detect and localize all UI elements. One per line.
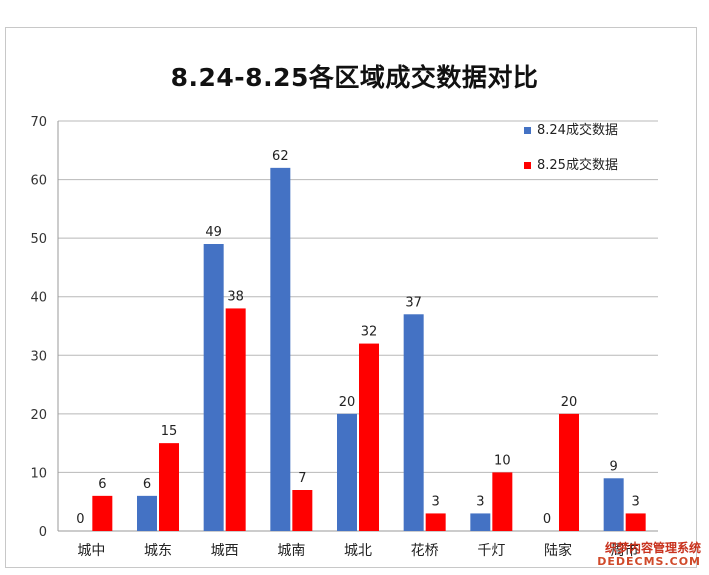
data-label: 20 <box>561 395 578 410</box>
bar-series1 <box>203 244 224 531</box>
x-category-label: 陆家 <box>544 542 572 559</box>
bar-series2 <box>559 413 579 531</box>
data-label: 6 <box>98 477 106 492</box>
data-label: 62 <box>272 149 289 164</box>
watermark: 织梦内容管理系统 DEDECMS.COM <box>597 541 701 569</box>
y-tick-label: 0 <box>39 525 47 540</box>
data-label: 20 <box>339 395 356 410</box>
x-axis: 城中 城东 城西 城南 城北 花桥 千灯 陆家 周市 <box>77 542 638 559</box>
y-tick-label: 20 <box>30 408 47 423</box>
x-category-label: 城北 <box>344 543 372 559</box>
legend-label: 8.25成交数据 <box>537 157 618 173</box>
y-axis: 0 10 20 30 40 50 60 70 <box>30 115 59 540</box>
bar-series2 <box>159 443 179 531</box>
bar-series1 <box>403 314 424 531</box>
y-tick-label: 40 <box>30 291 47 306</box>
bar-series1 <box>470 513 491 531</box>
legend: 8.24成交数据 8.25成交数据 <box>524 122 618 173</box>
bar-series1 <box>337 413 357 531</box>
y-tick-label: 60 <box>30 174 47 189</box>
bar-series1 <box>270 167 291 531</box>
data-label: 38 <box>227 289 244 304</box>
legend-swatch <box>524 162 531 169</box>
data-label: 15 <box>161 424 178 439</box>
y-tick-label: 30 <box>30 349 47 364</box>
x-category-label: 城南 <box>277 543 305 559</box>
data-label: 0 <box>543 512 551 527</box>
data-label: 7 <box>298 471 306 486</box>
y-tick-label: 10 <box>30 466 47 481</box>
y-tick-label: 70 <box>30 115 47 130</box>
data-label: 49 <box>205 225 222 240</box>
data-label: 9 <box>610 459 618 474</box>
bar-series2 <box>359 343 379 531</box>
data-label: 3 <box>632 494 640 509</box>
bar-series2 <box>92 495 113 531</box>
bar-series1 <box>137 495 157 531</box>
watermark-line1: 织梦内容管理系统 <box>604 541 701 555</box>
bar-series2 <box>225 308 246 531</box>
data-label: 3 <box>432 494 440 509</box>
legend-label: 8.24成交数据 <box>537 122 618 138</box>
x-category-label: 城中 <box>77 543 105 559</box>
watermark-line2: DEDECMS.COM <box>597 555 701 568</box>
data-label: 3 <box>476 494 484 509</box>
bar-series2 <box>425 513 446 531</box>
bar-series1 <box>603 478 624 531</box>
legend-swatch <box>524 127 531 134</box>
x-category-label: 城东 <box>144 543 172 559</box>
x-category-label: 周市 <box>611 542 639 559</box>
chart-title: 8.24-8.25各区域成交数据对比 <box>170 63 539 92</box>
data-label: 37 <box>405 295 422 310</box>
x-category-label: 花桥 <box>411 543 439 559</box>
gridlines <box>58 120 658 532</box>
data-label: 10 <box>494 453 511 468</box>
x-category-label: 城西 <box>211 543 239 559</box>
data-label: 6 <box>143 477 151 492</box>
bar-series2 <box>625 513 646 531</box>
data-label: 0 <box>76 512 84 527</box>
x-category-label: 千灯 <box>477 543 505 559</box>
bar-series2 <box>492 472 513 531</box>
data-labels: 0 6 6 15 49 38 62 7 20 32 37 3 3 10 0 20 9 3 <box>76 149 640 527</box>
data-label: 32 <box>361 325 378 340</box>
bars <box>92 167 646 531</box>
y-tick-label: 50 <box>30 232 47 247</box>
bar-series2 <box>292 490 313 531</box>
